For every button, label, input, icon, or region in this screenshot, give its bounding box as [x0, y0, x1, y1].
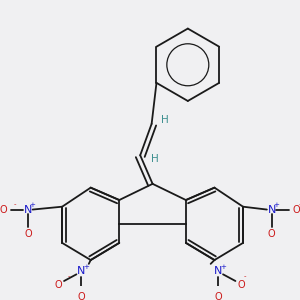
Text: N: N: [24, 205, 32, 214]
Text: O: O: [55, 280, 62, 290]
Text: -: -: [299, 201, 300, 207]
Text: O: O: [24, 229, 32, 239]
Text: N: N: [214, 266, 223, 277]
Text: +: +: [83, 264, 89, 270]
Text: +: +: [220, 264, 226, 270]
Text: O: O: [292, 205, 300, 214]
Text: O: O: [268, 229, 275, 239]
Text: O: O: [214, 292, 222, 300]
Text: +: +: [30, 202, 36, 208]
Text: -: -: [244, 273, 246, 279]
Text: O: O: [0, 205, 7, 214]
Text: N: N: [77, 266, 86, 277]
Text: H: H: [161, 115, 169, 125]
Text: -: -: [13, 201, 16, 207]
Text: -: -: [68, 273, 70, 279]
Text: O: O: [77, 292, 85, 300]
Text: N: N: [267, 205, 276, 214]
Text: O: O: [237, 280, 245, 290]
Text: H: H: [151, 154, 158, 164]
Text: +: +: [273, 202, 279, 208]
